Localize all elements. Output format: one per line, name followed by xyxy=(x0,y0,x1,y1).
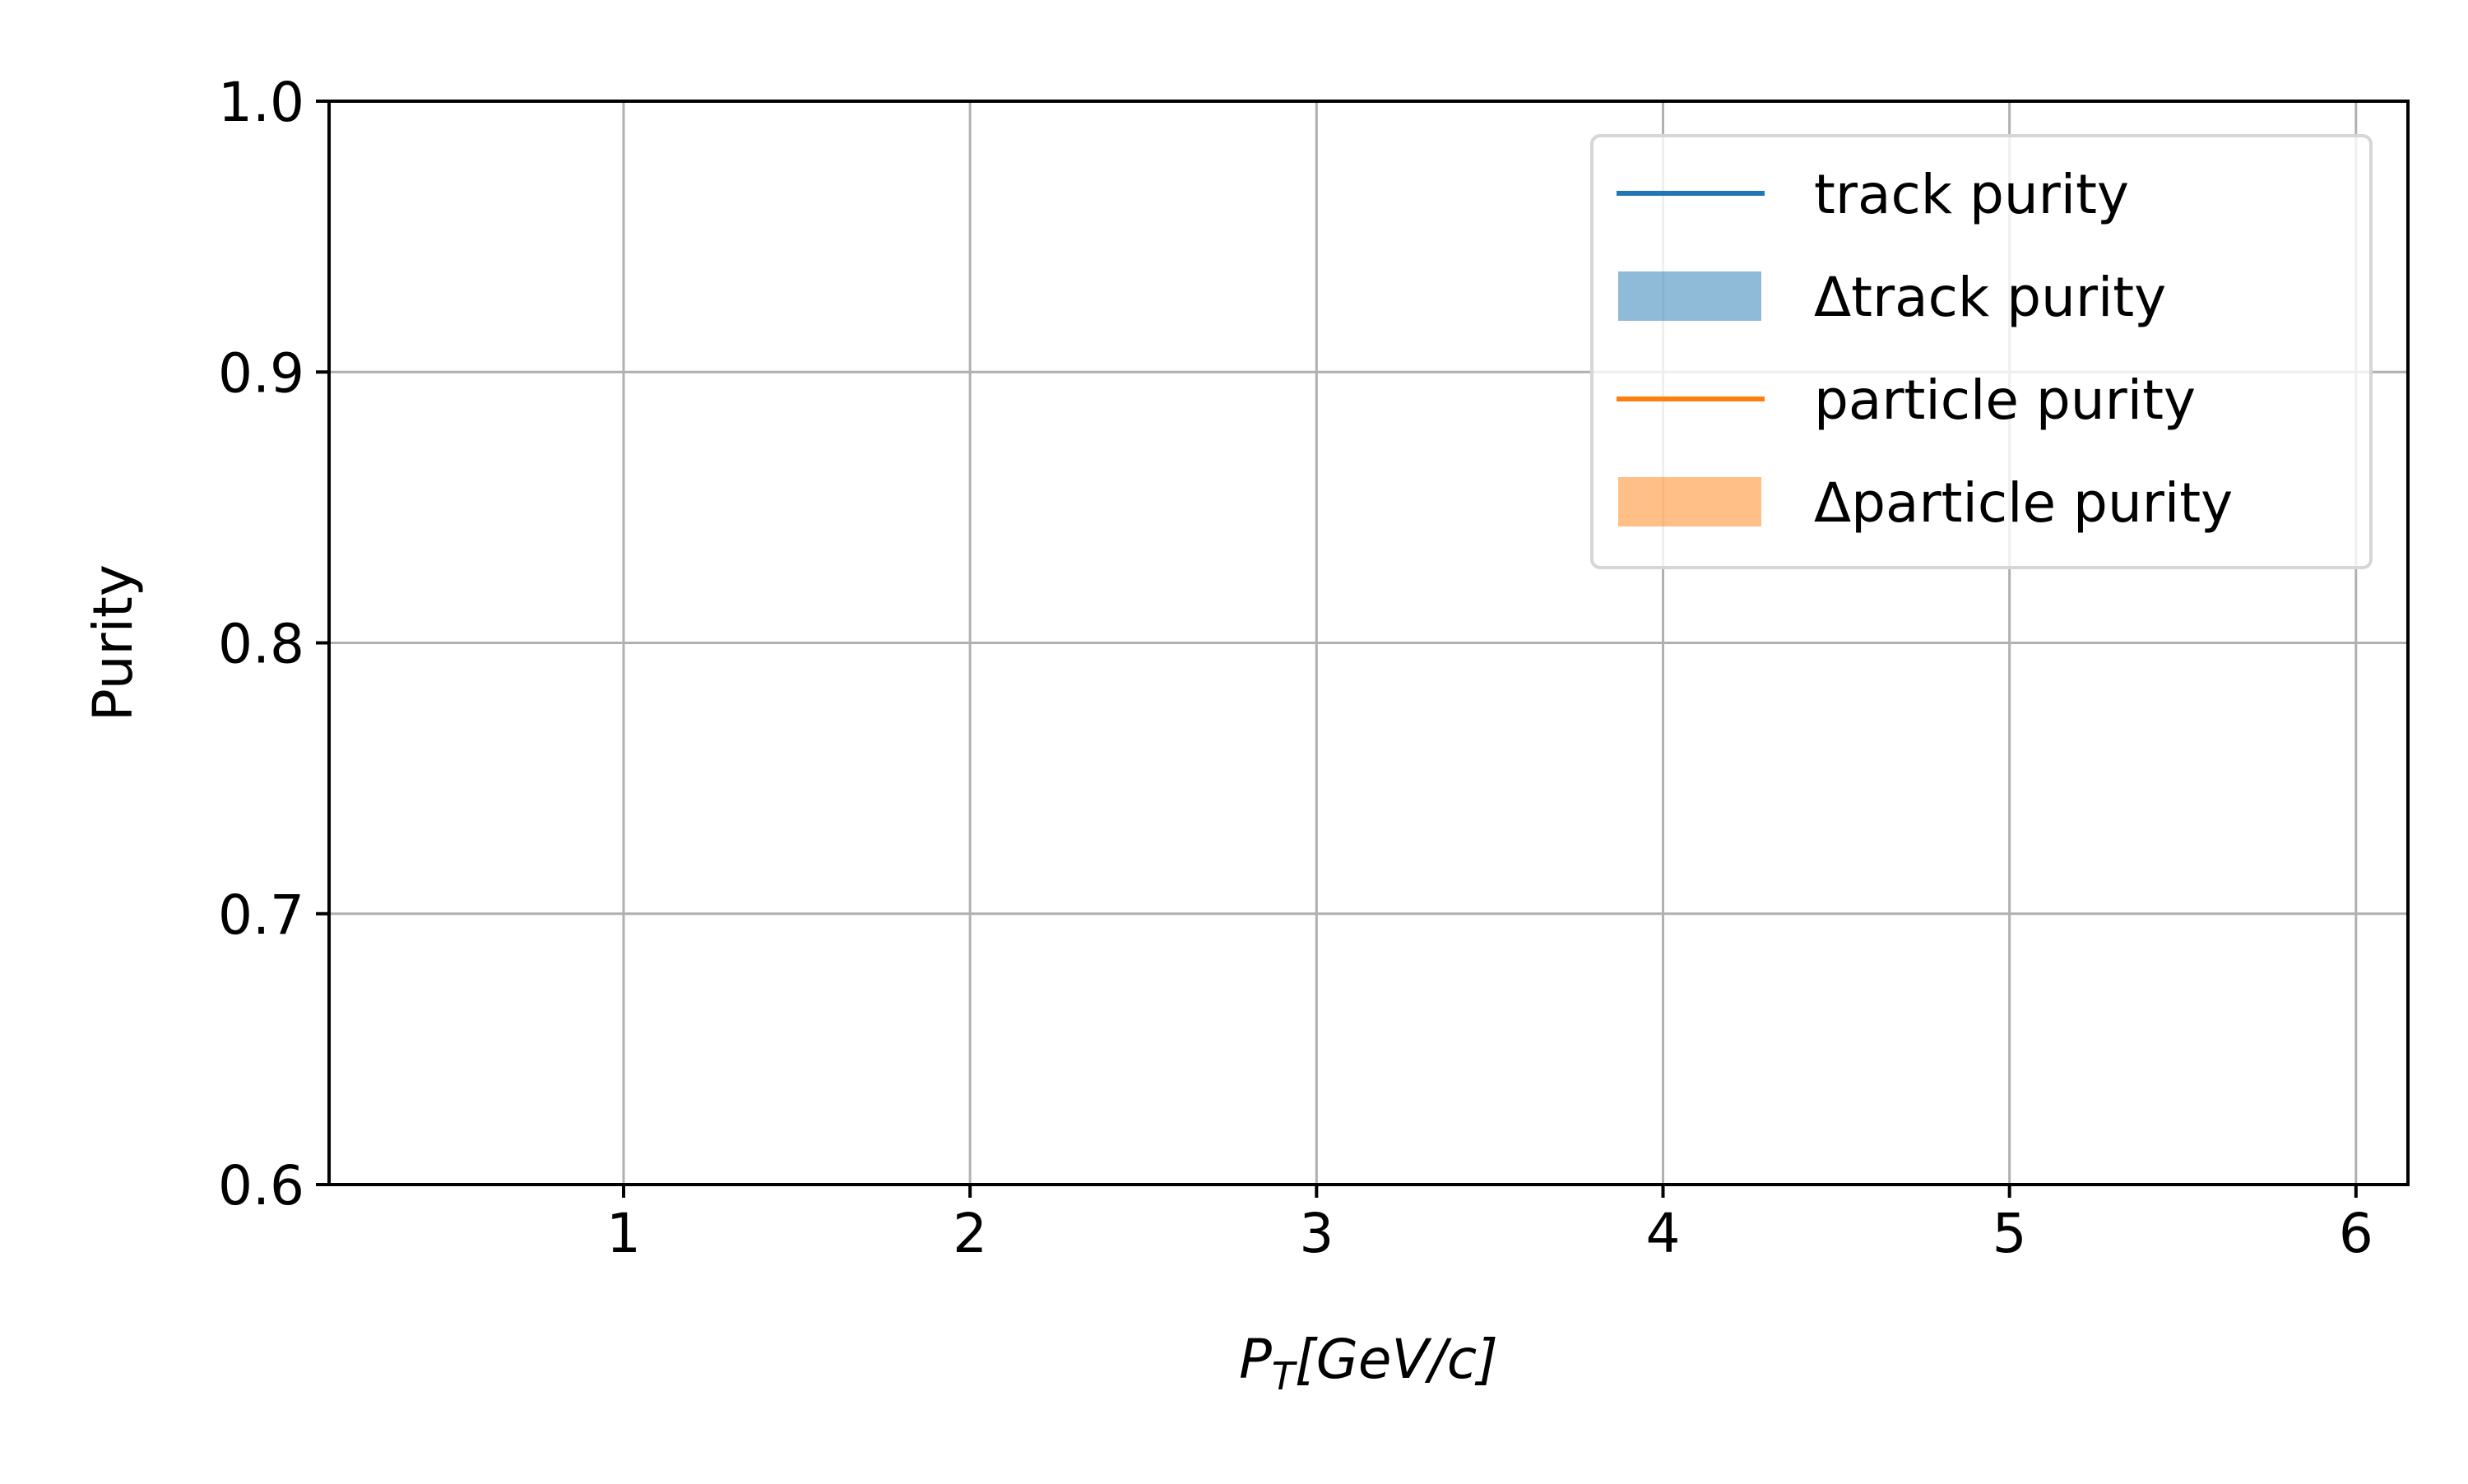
y-tick-label: 0.6 xyxy=(218,1154,304,1217)
x-tick-label: 1 xyxy=(606,1202,641,1265)
legend-box xyxy=(1590,134,2373,569)
y-tick-label: 1.0 xyxy=(218,71,304,134)
legend-band-swatch xyxy=(1618,271,1761,321)
axis-labels: PT[GeV/c] Purity xyxy=(81,564,1498,1398)
x-axis-label-sub: T xyxy=(1272,1354,1298,1398)
legend-label: track purity xyxy=(1814,163,2129,226)
legend: track purity Δtrack purity particle purity… xyxy=(1590,134,2373,569)
x-tick-label: 6 xyxy=(2339,1202,2373,1265)
ticks: 1 2 3 4 5 6 0.6 0.7 0.8 0.9 1.0 xyxy=(218,71,2373,1265)
y-axis-label: Purity xyxy=(81,564,145,721)
x-tick-label: 4 xyxy=(1645,1202,1680,1265)
legend-label: Δparticle purity xyxy=(1814,471,2233,535)
x-axis-label-main: P xyxy=(1239,1328,1272,1391)
legend-label: Δtrack purity xyxy=(1814,266,2166,329)
y-tick-label: 0.8 xyxy=(218,613,304,676)
legend-item: Δparticle purity xyxy=(1618,471,2233,535)
x-axis-label: PT[GeV/c] xyxy=(1239,1328,1498,1398)
x-tick-label: 2 xyxy=(953,1202,987,1265)
x-axis-label-rest: [GeV/c] xyxy=(1295,1328,1498,1391)
x-tick-label: 3 xyxy=(1299,1202,1334,1265)
legend-item: track purity xyxy=(1617,163,2129,226)
y-tick-label: 0.9 xyxy=(218,341,304,405)
x-tick-label: 5 xyxy=(1992,1202,2027,1265)
legend-label: particle purity xyxy=(1814,369,2196,432)
legend-item: particle purity xyxy=(1617,369,2196,432)
legend-item: Δtrack purity xyxy=(1618,266,2166,329)
y-tick-label: 0.7 xyxy=(218,883,304,947)
legend-band-swatch xyxy=(1618,477,1761,526)
